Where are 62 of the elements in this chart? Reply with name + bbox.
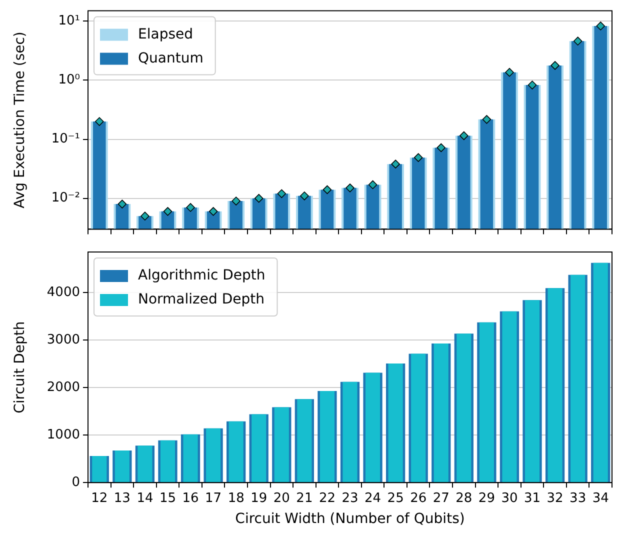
point bbox=[550, 61, 560, 70]
x-tick-label: 15 bbox=[159, 490, 176, 506]
point bbox=[573, 36, 582, 46]
legend-label: Normalized Depth bbox=[138, 292, 264, 308]
point bbox=[482, 115, 492, 124]
x-tick-label: 22 bbox=[318, 490, 336, 506]
y-axis-title: Avg Execution Time (sec) bbox=[12, 32, 28, 208]
x-tick-label: 14 bbox=[136, 490, 154, 506]
point bbox=[528, 80, 537, 90]
y-tick-label: 10⁻² bbox=[51, 190, 80, 206]
point bbox=[208, 207, 218, 216]
x-tick-label: 16 bbox=[182, 490, 199, 506]
point bbox=[300, 191, 309, 200]
point bbox=[505, 68, 514, 77]
point bbox=[94, 117, 104, 126]
point bbox=[277, 189, 286, 198]
legend-label: Quantum bbox=[138, 50, 204, 66]
point bbox=[118, 200, 127, 208]
point bbox=[140, 212, 150, 220]
x-tick-label: 26 bbox=[410, 490, 427, 506]
x-tick-label: 32 bbox=[546, 490, 564, 506]
x-axis-title: Circuit Width (Number of Qubits) bbox=[235, 511, 465, 528]
x-tick-label: 33 bbox=[570, 490, 586, 506]
y-tick-label: 3000 bbox=[46, 332, 80, 348]
x-tick-label: 34 bbox=[592, 490, 609, 506]
point bbox=[322, 185, 332, 194]
x-tick-label: 31 bbox=[524, 490, 541, 506]
point bbox=[254, 194, 264, 203]
y-tick-label: 2000 bbox=[46, 380, 80, 395]
x-tick-label: 20 bbox=[273, 490, 290, 506]
point bbox=[436, 143, 446, 152]
point bbox=[596, 22, 606, 30]
x-tick-label: 19 bbox=[250, 490, 268, 506]
y-tick-label: 4000 bbox=[46, 284, 80, 300]
x-tick-label: 25 bbox=[387, 490, 404, 506]
x-tick-label: 13 bbox=[114, 490, 130, 506]
x-tick-label: 12 bbox=[91, 490, 108, 506]
point bbox=[391, 160, 400, 168]
point bbox=[460, 131, 468, 140]
legend-label: Algorithmic Depth bbox=[138, 268, 266, 284]
point bbox=[346, 184, 354, 192]
x-tick-label: 29 bbox=[478, 490, 495, 506]
y-tick-label: 10⁻¹ bbox=[51, 132, 80, 147]
x-tick-label: 24 bbox=[364, 490, 382, 506]
y-axis-title: Circuit Depth bbox=[12, 321, 28, 414]
x-tick-label: 23 bbox=[342, 490, 358, 506]
point bbox=[414, 153, 423, 162]
x-tick-label: 28 bbox=[456, 490, 472, 506]
y-tick-label: 10¹ bbox=[58, 14, 80, 29]
x-tick-label: 17 bbox=[205, 490, 222, 506]
x-tick-label: 21 bbox=[296, 490, 313, 506]
point bbox=[368, 180, 378, 190]
y-tick-label: 1000 bbox=[46, 427, 80, 442]
x-tick-label: 30 bbox=[501, 490, 518, 506]
legend-label: Elapsed bbox=[138, 26, 193, 42]
point bbox=[186, 203, 195, 212]
point bbox=[163, 207, 172, 216]
y-tick-label: 10⁰ bbox=[58, 72, 80, 88]
x-tick-label: 18 bbox=[228, 490, 244, 506]
y-tick-label: 0 bbox=[72, 474, 80, 490]
point bbox=[232, 196, 240, 206]
x-tick-label: 27 bbox=[432, 490, 450, 506]
